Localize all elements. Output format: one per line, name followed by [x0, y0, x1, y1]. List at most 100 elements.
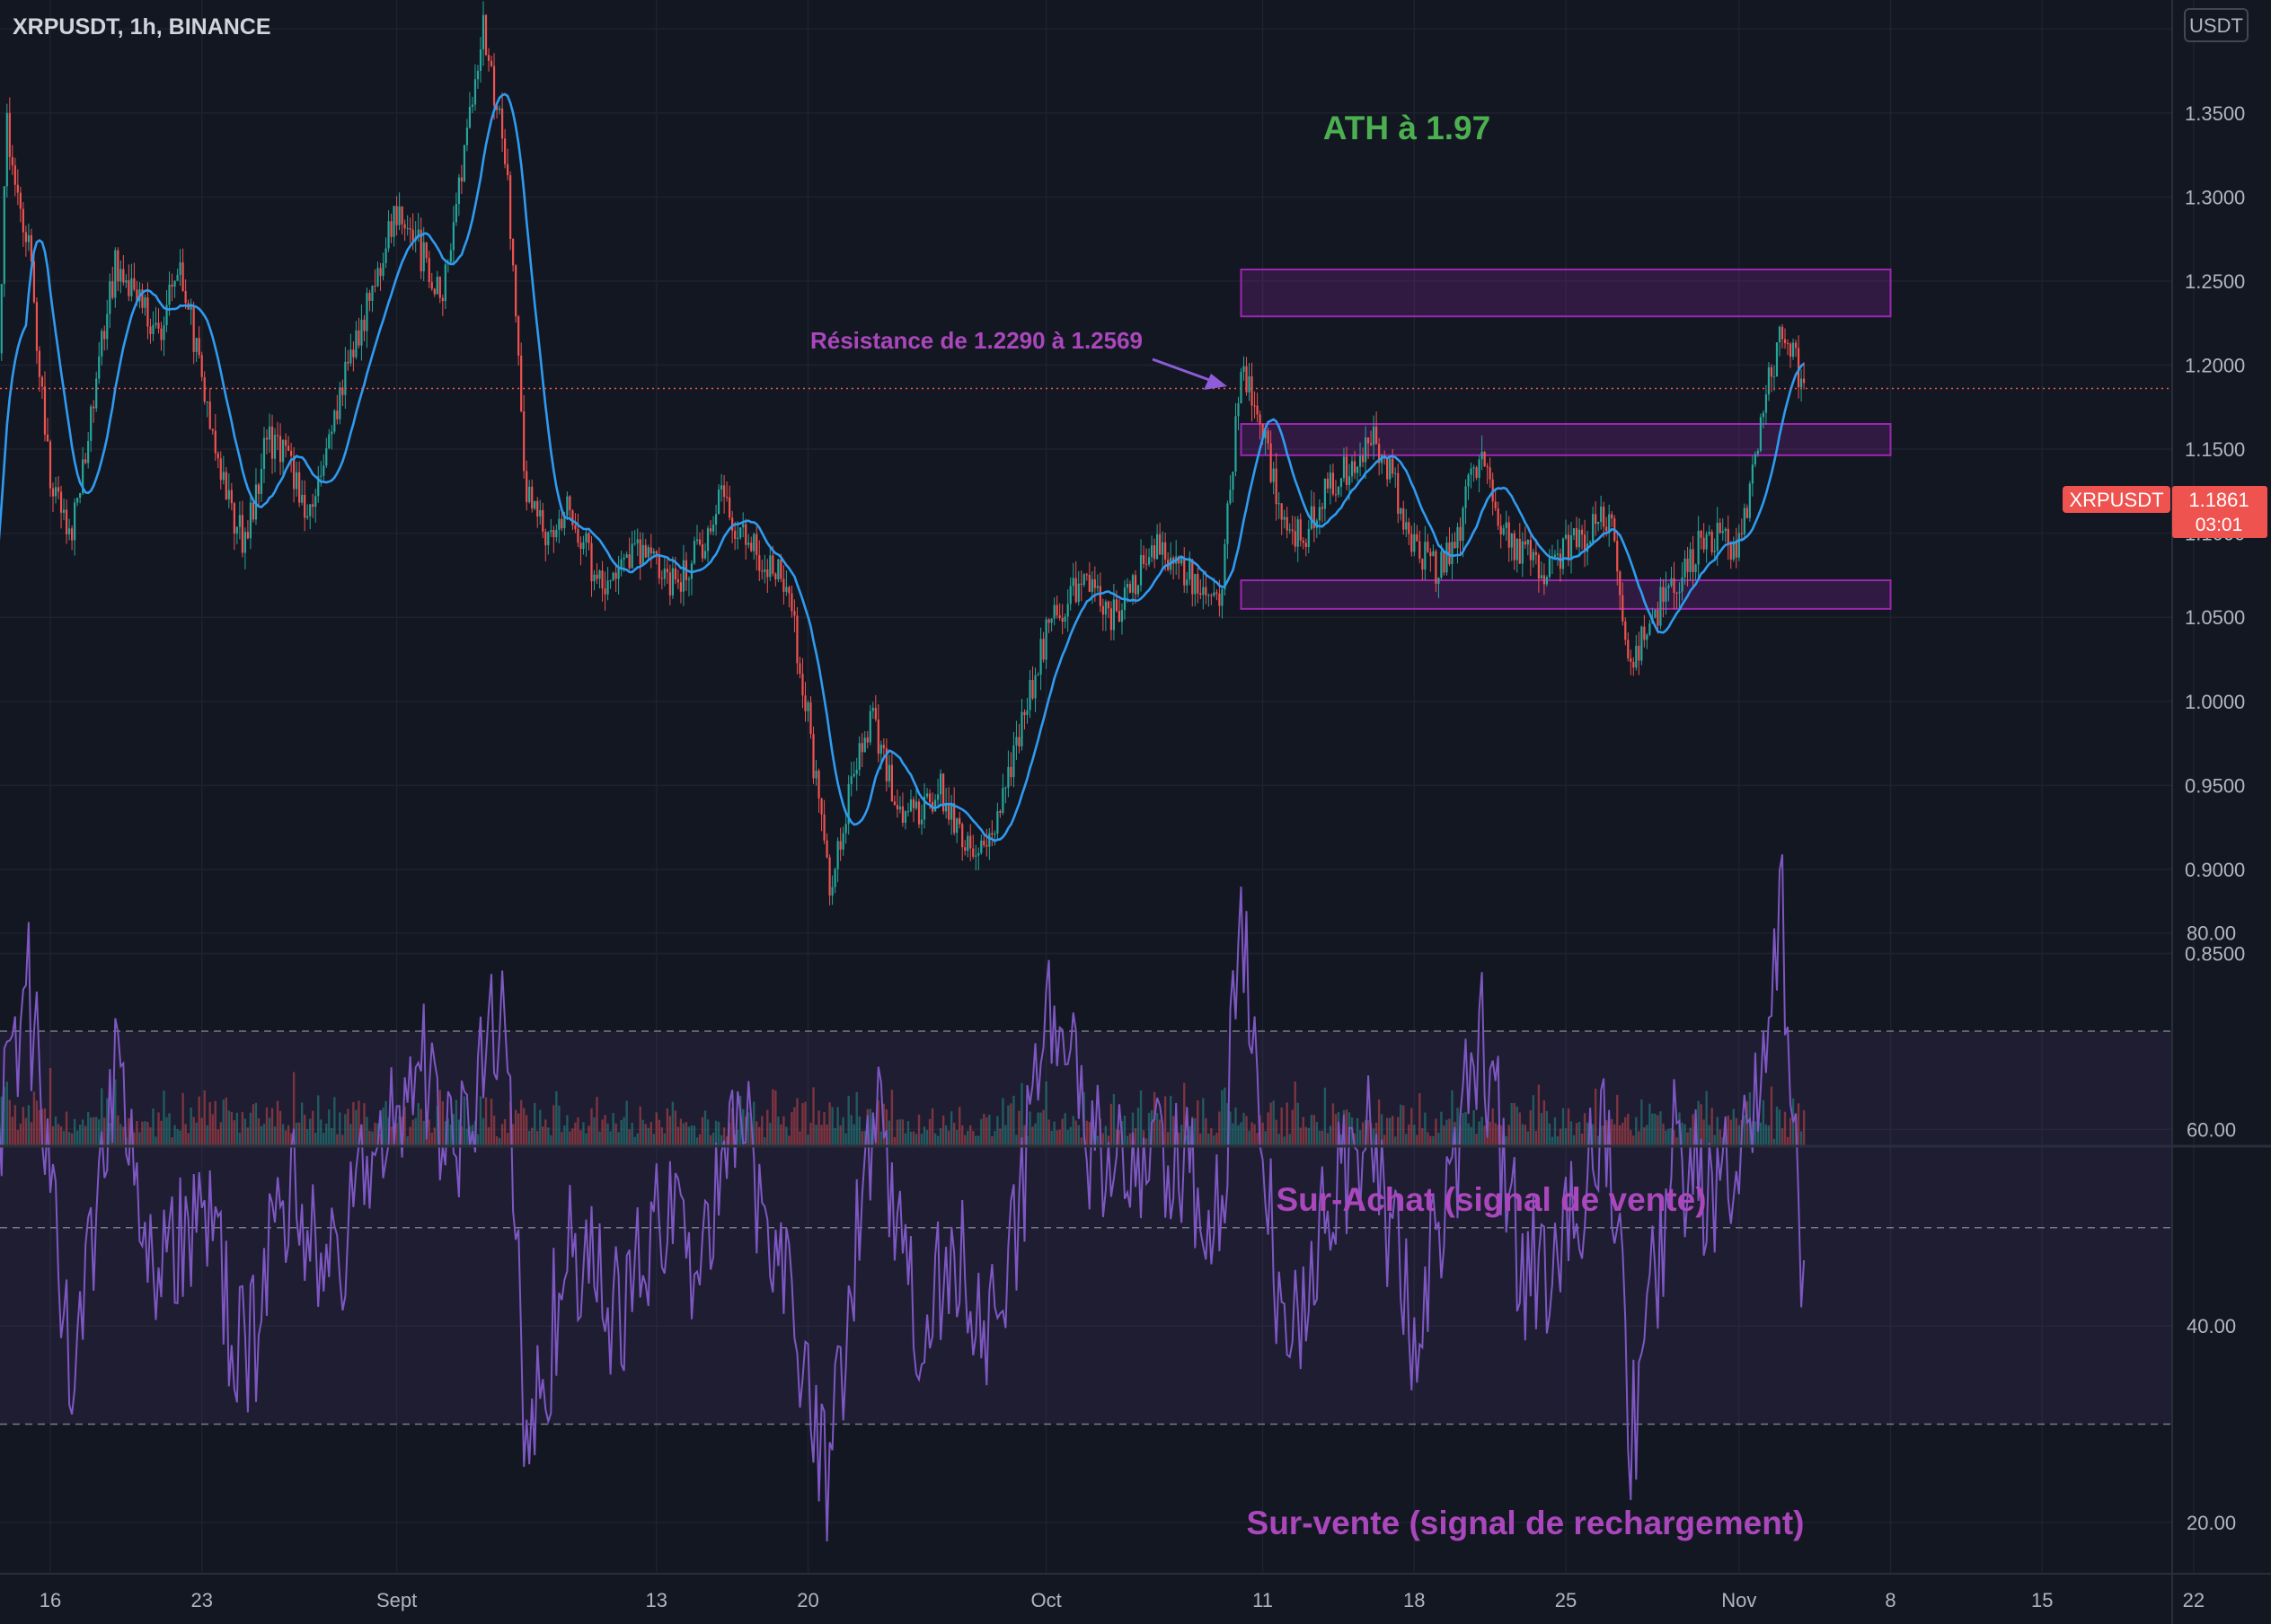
volume-bar [863, 1131, 866, 1146]
candle [312, 493, 314, 518]
volume-bar [130, 1122, 133, 1146]
volume-bar [1380, 1114, 1383, 1146]
volume-bar [1708, 1125, 1710, 1146]
candle [920, 804, 923, 835]
volume-bar [195, 1122, 198, 1146]
volume-bar [1710, 1108, 1713, 1146]
candle [1139, 539, 1143, 592]
volume-bar [93, 1116, 95, 1146]
volume-bar [1499, 1125, 1502, 1146]
candle [452, 206, 455, 266]
candle [558, 509, 561, 543]
time-tick-label: 22 [2183, 1589, 2205, 1611]
candle [1713, 538, 1716, 559]
volume-bar [1112, 1094, 1116, 1146]
candle [1272, 462, 1275, 495]
volume-bar [455, 1099, 458, 1146]
price-zone[interactable] [1240, 269, 1892, 318]
candle [582, 535, 585, 555]
resistance-annotation[interactable]: Résistance de 1.2290 à 1.2569 [810, 327, 1143, 354]
candle [1050, 618, 1053, 632]
volume-bar [1799, 1131, 1803, 1146]
price-badge[interactable] [2172, 486, 2267, 538]
candle [287, 436, 290, 452]
candle [1312, 492, 1315, 543]
candle [614, 562, 617, 593]
candle [625, 551, 628, 559]
candle [1189, 551, 1191, 586]
volume-bar [1189, 1125, 1191, 1146]
candle [1277, 492, 1280, 519]
candle [855, 757, 858, 791]
resistance-arrow[interactable] [1152, 357, 1227, 390]
time-tick-label: 18 [1403, 1589, 1425, 1611]
candle [1686, 546, 1689, 587]
oversold-annotation[interactable]: Sur-vente (signal de rechargement) [1247, 1505, 1805, 1541]
volume-bar [585, 1133, 588, 1146]
volume-bar [508, 1100, 512, 1146]
price-zone[interactable] [1240, 423, 1892, 456]
candle [1427, 534, 1429, 553]
candle [668, 564, 671, 605]
volume-bar [1507, 1125, 1510, 1146]
candle [401, 206, 403, 234]
candle [1448, 526, 1451, 567]
candle [1237, 396, 1240, 431]
candle [660, 569, 663, 590]
candle [526, 460, 528, 511]
symbol-badge[interactable] [2063, 486, 2170, 513]
candle [1144, 548, 1148, 570]
volume-bar [1596, 1135, 1600, 1146]
price-badge-countdown: 03:01 [2196, 515, 2243, 535]
candle [1778, 325, 1781, 357]
volume-bar [1491, 1108, 1494, 1146]
rsi-axis-ticks[interactable]: 80.00 60.00 40.00 20.00 [2187, 922, 2236, 1534]
candle [1136, 584, 1140, 598]
candle [384, 237, 387, 269]
volume-bar [1648, 1103, 1651, 1146]
volume-bar [569, 1131, 571, 1146]
volume-bar [11, 1116, 14, 1146]
volume-bar [1234, 1108, 1237, 1146]
volume-bar [1356, 1117, 1359, 1146]
volume-bar [1269, 1102, 1272, 1146]
volume-bar [1074, 1120, 1077, 1146]
volume-bar [84, 1125, 87, 1146]
candle [774, 572, 777, 587]
volume-bar [711, 1132, 715, 1146]
volume-bar [1716, 1116, 1719, 1146]
volume-bar [1602, 1125, 1605, 1146]
currency-box[interactable] [2184, 8, 2249, 42]
time-axis-ticks[interactable]: 16 23 Sept 13 20 Oct 11 18 25 Nov 8 15 22 [40, 1589, 2205, 1611]
candle [1288, 523, 1291, 534]
candle [1480, 435, 1483, 471]
volume-bar [1123, 1115, 1127, 1146]
candle [1592, 506, 1595, 546]
candle [284, 433, 287, 458]
candle [906, 802, 910, 816]
volume-bar [901, 1119, 905, 1146]
volume-bar [465, 1128, 469, 1146]
candle [1378, 437, 1381, 476]
volume-bar [403, 1107, 406, 1146]
candle [1424, 525, 1427, 580]
candle [463, 144, 466, 182]
candle [579, 536, 582, 566]
candle [985, 828, 988, 857]
symbol-title[interactable]: XRPUSDT, 1h, BINANCE [13, 14, 271, 40]
overbought-annotation[interactable]: Sur-Achat (signal de vente) [1276, 1181, 1706, 1218]
volume-bar [1345, 1109, 1348, 1146]
volume-bar [1470, 1126, 1472, 1146]
time-tick-label: 16 [40, 1589, 61, 1611]
support-resistance-zones[interactable] [1240, 269, 1892, 610]
volume-bar [820, 1125, 823, 1146]
candle [566, 491, 569, 521]
candle [71, 525, 74, 551]
volume-bar [1169, 1095, 1172, 1146]
volume-bar [1115, 1129, 1118, 1146]
candle [1513, 530, 1515, 570]
price-zone[interactable] [1240, 579, 1892, 610]
ath-annotation[interactable]: ATH à 1.97 [1323, 110, 1490, 146]
candle [1400, 508, 1402, 521]
